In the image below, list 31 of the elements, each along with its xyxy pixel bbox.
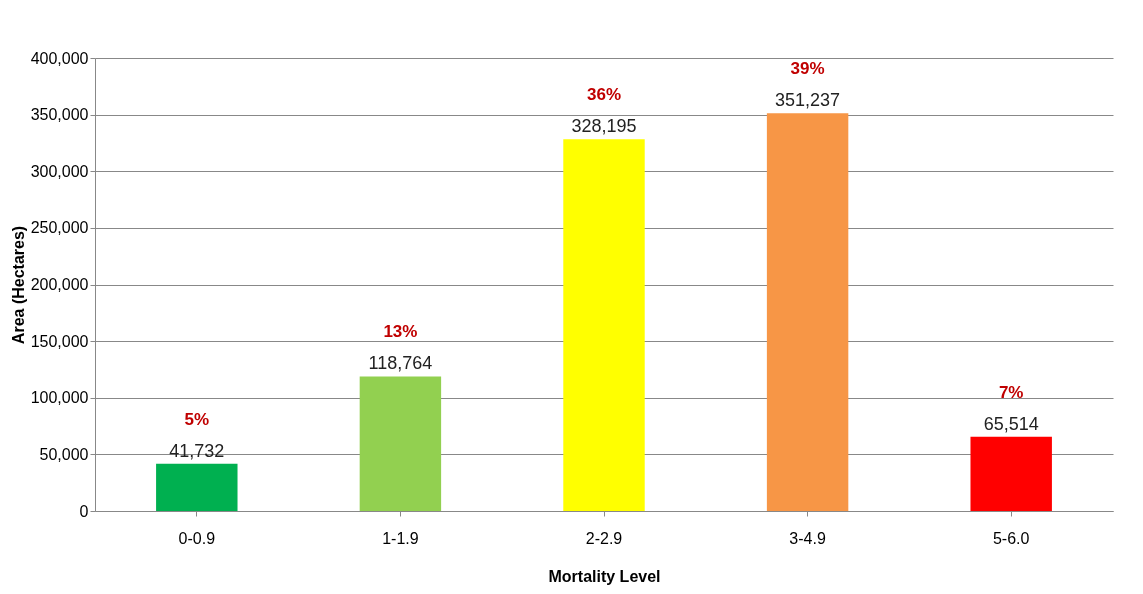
data-label: 351,237: [775, 90, 841, 111]
x-tick-label: 1-1.9: [382, 529, 419, 547]
y-tick-label: 300,000: [30, 162, 89, 180]
annotation: 13%: [383, 322, 418, 342]
y-axis-title: Area (Hectares): [9, 225, 27, 345]
bar: [156, 463, 238, 511]
data-label: 118,764: [368, 353, 433, 374]
annotation: 7%: [998, 382, 1024, 402]
annotation: 39%: [790, 59, 825, 79]
x-tick-label: 5-6.0: [992, 529, 1030, 547]
annotation: 5%: [184, 409, 210, 429]
data-label: 65,514: [983, 413, 1039, 434]
bar: [970, 436, 1052, 511]
y-tick-label: 0: [79, 502, 89, 520]
data-label: 328,195: [571, 116, 637, 137]
y-tick-label: 200,000: [30, 276, 89, 293]
bar: [766, 113, 849, 511]
annotation: 36%: [586, 85, 622, 105]
x-tick-label: 3-4.9: [789, 529, 826, 547]
y-tick-label: 400,000: [30, 49, 89, 67]
y-tick-label: 50,000: [39, 445, 89, 463]
y-tick-label: 150,000: [30, 332, 89, 350]
bar: [359, 376, 442, 511]
y-tick-label: 100,000: [30, 389, 89, 407]
y-tick-label: 350,000: [30, 106, 89, 124]
x-axis-title: Mortality Level: [548, 567, 661, 585]
y-tick-label: 250,000: [30, 219, 89, 237]
data-label: 41,732: [169, 440, 225, 461]
bar: [563, 139, 645, 511]
x-tick-label: 2-2.9: [585, 529, 623, 547]
x-tick-label: 0-0.9: [178, 529, 216, 547]
